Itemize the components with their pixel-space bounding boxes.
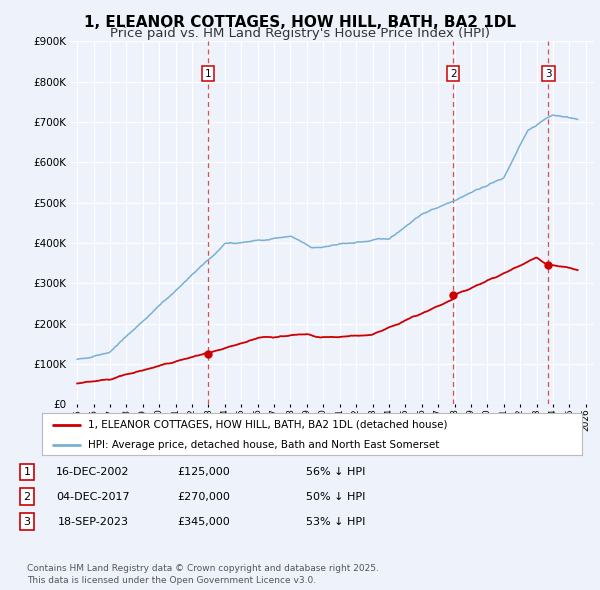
Text: 2: 2 (23, 492, 31, 502)
Text: Contains HM Land Registry data © Crown copyright and database right 2025.
This d: Contains HM Land Registry data © Crown c… (27, 565, 379, 585)
Text: 50% ↓ HPI: 50% ↓ HPI (306, 492, 365, 502)
Text: HPI: Average price, detached house, Bath and North East Somerset: HPI: Average price, detached house, Bath… (88, 440, 439, 450)
Text: 16-DEC-2002: 16-DEC-2002 (56, 467, 130, 477)
Text: 53% ↓ HPI: 53% ↓ HPI (306, 517, 365, 526)
Text: £345,000: £345,000 (178, 517, 230, 526)
Text: 2: 2 (450, 68, 457, 78)
Text: 1: 1 (23, 467, 31, 477)
Text: 18-SEP-2023: 18-SEP-2023 (58, 517, 128, 526)
Text: 56% ↓ HPI: 56% ↓ HPI (306, 467, 365, 477)
Text: 3: 3 (545, 68, 552, 78)
Text: £125,000: £125,000 (178, 467, 230, 477)
Text: Price paid vs. HM Land Registry's House Price Index (HPI): Price paid vs. HM Land Registry's House … (110, 27, 490, 40)
Text: £270,000: £270,000 (178, 492, 230, 502)
Text: 1: 1 (205, 68, 211, 78)
Text: 3: 3 (23, 517, 31, 526)
Text: 1, ELEANOR COTTAGES, HOW HILL, BATH, BA2 1DL (detached house): 1, ELEANOR COTTAGES, HOW HILL, BATH, BA2… (88, 420, 448, 430)
Text: 1, ELEANOR COTTAGES, HOW HILL, BATH, BA2 1DL: 1, ELEANOR COTTAGES, HOW HILL, BATH, BA2… (84, 15, 516, 30)
Text: 04-DEC-2017: 04-DEC-2017 (56, 492, 130, 502)
